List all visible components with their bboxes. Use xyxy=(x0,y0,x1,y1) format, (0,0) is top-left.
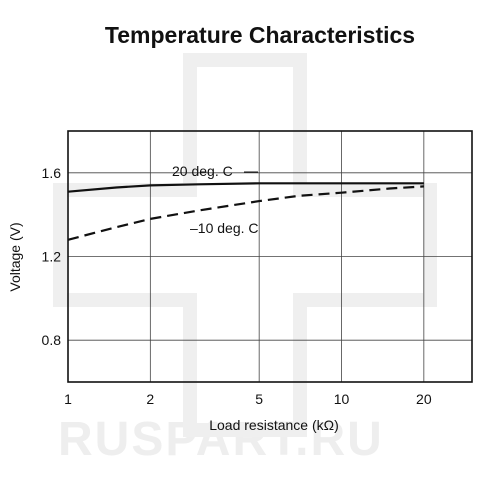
watermark-logo xyxy=(53,53,437,437)
y-tick-label: 1.2 xyxy=(42,249,62,265)
watermark-cross-outline xyxy=(53,53,437,437)
plot-border xyxy=(67,130,473,383)
chart-title: Temperature Characteristics xyxy=(104,22,416,48)
watermark-text: RUSPART.RU xyxy=(58,413,384,466)
y-tick-label: 1.6 xyxy=(42,165,62,181)
x-tick-label: 10 xyxy=(334,391,350,407)
series-line-1 xyxy=(67,185,424,241)
tick-labels: 1 2 5 10 20 0.8 1.2 1.6 xyxy=(42,165,432,407)
x-tick-label: 2 xyxy=(146,391,154,407)
series-line-0 xyxy=(67,182,424,193)
series-label-20c: 20 deg. C xyxy=(172,163,233,179)
grid xyxy=(67,131,472,382)
plot-frame xyxy=(67,130,473,383)
x-axis-label: Load resistance (kΩ) xyxy=(209,417,339,433)
series-group xyxy=(67,171,424,241)
y-axis-label: Voltage (V) xyxy=(7,222,23,291)
series-label-minus10c: –10 deg. C xyxy=(190,220,259,236)
x-tick-label: 5 xyxy=(255,391,263,407)
x-tick-label: 20 xyxy=(416,391,432,407)
x-tick-label: 1 xyxy=(64,391,72,407)
y-tick-label: 0.8 xyxy=(42,332,62,348)
